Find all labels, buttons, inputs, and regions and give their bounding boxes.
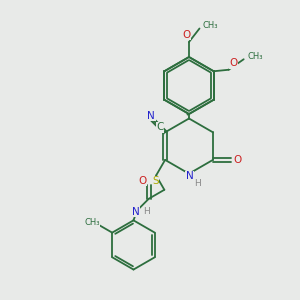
Text: O: O xyxy=(182,29,191,40)
Text: S: S xyxy=(152,176,159,187)
Text: N: N xyxy=(186,171,194,181)
Text: CH₃: CH₃ xyxy=(202,21,218,30)
Text: H: H xyxy=(194,179,201,188)
Text: CH₃: CH₃ xyxy=(85,218,100,227)
Text: O: O xyxy=(229,58,237,68)
Text: C: C xyxy=(156,122,164,132)
Text: CH₃: CH₃ xyxy=(247,52,263,61)
Text: O: O xyxy=(233,155,242,165)
Text: H: H xyxy=(143,207,149,216)
Text: O: O xyxy=(139,176,147,186)
Text: N: N xyxy=(132,207,140,217)
Text: N: N xyxy=(147,111,155,121)
